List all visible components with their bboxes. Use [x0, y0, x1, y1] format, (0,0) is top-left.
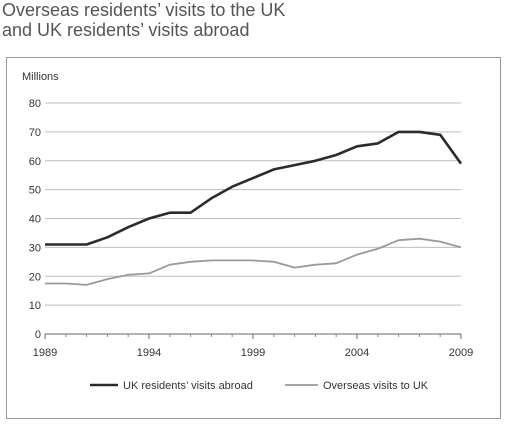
x-tick-label: 2009	[449, 347, 473, 359]
series-line-overseas-visits	[45, 237, 462, 286]
chart-title-line-1: Overseas residents’ visits to the UK	[2, 0, 286, 20]
series-line-uk-residents-abroad	[45, 130, 463, 246]
x-tick-label: 1999	[241, 347, 265, 359]
legend-label-1: Overseas visits to UK	[323, 380, 429, 392]
y-tick-label: 50	[29, 185, 41, 197]
y-tick-label: 80	[29, 98, 41, 110]
y-tick-label: 40	[29, 214, 41, 226]
y-tick-label: 10	[29, 300, 41, 312]
gridlines	[45, 102, 461, 335]
series-lines	[45, 130, 463, 286]
chart-title: Overseas residents’ visits to the UK and…	[2, 0, 502, 40]
y-tick-label: 20	[29, 271, 41, 283]
y-axis-label: Millions	[22, 71, 59, 83]
legend: UK residents’ visits abroad Overseas visi…	[90, 380, 429, 392]
y-tick-label: 30	[29, 242, 41, 254]
axes: 0 10 20 30 40 50 60 70 80 Millions 1989 1994 1999 200…	[22, 71, 473, 359]
x-tick-label: 1989	[33, 347, 57, 359]
legend-label-0: UK residents’ visits abroad	[123, 380, 253, 392]
chart-title-line-2: and UK residents’ visits abroad	[2, 20, 250, 40]
y-tick-label: 70	[29, 127, 41, 139]
y-tick-label: 0	[35, 329, 41, 341]
x-tick-label: 1994	[137, 347, 161, 359]
x-tick-label: 2004	[345, 347, 369, 359]
y-tick-label: 60	[29, 156, 41, 168]
